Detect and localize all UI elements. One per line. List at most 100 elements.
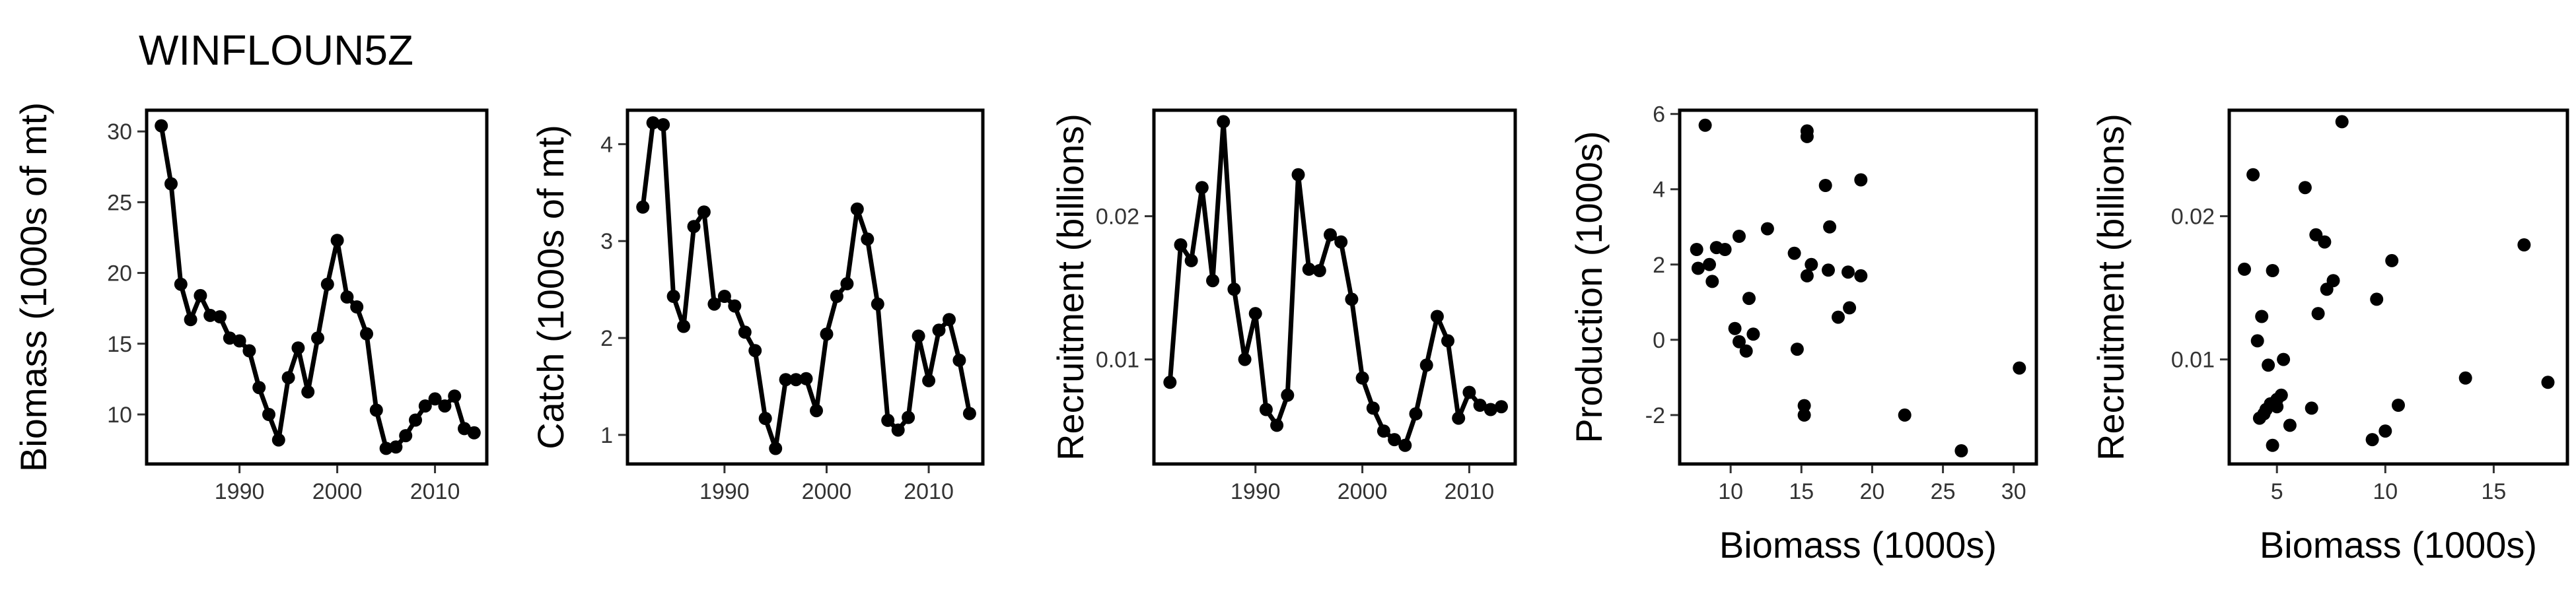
data-point	[281, 371, 295, 385]
data-point	[922, 374, 936, 387]
data-point	[389, 440, 403, 454]
x-tick-label: 10	[2373, 479, 2398, 504]
data-point	[311, 331, 324, 345]
data-point	[1800, 124, 1814, 138]
data-point	[728, 299, 742, 313]
data-point	[1270, 418, 1284, 432]
data-point	[810, 404, 823, 418]
data-point	[2385, 253, 2399, 267]
data-point	[1818, 179, 1832, 192]
data-point	[1409, 407, 1423, 420]
data-point	[1733, 335, 1746, 348]
data-point	[1698, 118, 1712, 132]
data-point	[2250, 334, 2264, 348]
x-tick-label: 2000	[1338, 479, 1388, 504]
data-point	[1377, 424, 1390, 438]
data-point	[1206, 274, 1219, 288]
data-point	[399, 429, 413, 443]
data-point	[409, 413, 422, 427]
data-point	[1484, 403, 1497, 416]
x-tick-label: 15	[2481, 479, 2506, 504]
data-point	[1797, 408, 1811, 422]
data-point	[448, 389, 462, 403]
data-point	[350, 300, 364, 314]
y-tick-label: 4	[1653, 178, 1665, 203]
data-point	[1691, 261, 1705, 275]
data-point	[1842, 265, 1855, 279]
data-point	[2541, 376, 2555, 389]
data-point	[1823, 220, 1837, 234]
data-point	[1312, 264, 1326, 277]
data-point	[1703, 257, 1716, 271]
figure-title: WINFLOUN5Z	[139, 26, 413, 74]
data-point	[2370, 292, 2384, 306]
y-tick-label: 0	[1653, 328, 1665, 353]
x-tick-label: 15	[1789, 479, 1814, 504]
plot-frame	[1678, 108, 2038, 466]
data-point	[1430, 310, 1444, 323]
y-tick-label: 6	[1653, 102, 1665, 127]
x-tick-label: 2000	[312, 479, 363, 504]
y-tick-label: 0.01	[1096, 348, 1139, 373]
data-point	[1291, 168, 1305, 182]
data-point	[1334, 235, 1348, 249]
data-point	[330, 234, 344, 248]
data-point	[769, 442, 783, 455]
data-point	[2266, 438, 2279, 452]
data-point	[657, 118, 670, 131]
data-point	[2013, 361, 2026, 375]
data-point	[677, 319, 690, 333]
data-point	[418, 399, 432, 413]
data-point	[1195, 181, 1209, 195]
data-point	[1705, 275, 1719, 288]
data-point	[758, 412, 772, 425]
data-point	[233, 334, 246, 348]
data-point	[194, 288, 207, 302]
series-line	[640, 120, 972, 451]
data-point	[1690, 243, 1703, 256]
data-point	[1954, 444, 1968, 457]
data-point	[369, 403, 383, 417]
data-point	[164, 177, 178, 191]
y-tick-label: -2	[1645, 403, 1665, 428]
y-axis-label: Biomass (1000s of mt)	[13, 102, 54, 472]
data-point	[1452, 411, 1466, 425]
data-point	[779, 373, 793, 387]
data-point	[1760, 222, 1774, 236]
plot-frame	[1152, 108, 1517, 466]
x-tick-label: 20	[1860, 479, 1885, 504]
x-tick-label: 10	[1718, 479, 1743, 504]
data-point	[2311, 307, 2325, 321]
data-point	[1843, 301, 1857, 315]
data-point	[174, 277, 188, 291]
data-point	[2379, 424, 2392, 438]
x-axis-label: Biomass (1000s)	[1719, 524, 1997, 566]
data-point	[2266, 264, 2279, 277]
data-point	[2277, 352, 2291, 366]
data-point	[1324, 228, 1337, 242]
y-axis-label: Catch (1000s of mt)	[530, 125, 571, 449]
panel-5: 5 10 15 0.01 0.02 Recruitment (billions) Bioma…	[2090, 108, 2569, 566]
x-tick-label: 2010	[904, 479, 954, 504]
data-point	[2335, 115, 2349, 129]
data-point	[748, 344, 762, 358]
data-point	[1797, 399, 1811, 412]
x-tick-label: 1990	[215, 479, 265, 504]
data-point	[738, 325, 752, 339]
y-tick-label: 0.02	[2171, 205, 2215, 230]
data-point	[1366, 401, 1380, 415]
data-point	[2305, 401, 2318, 415]
data-point	[2246, 168, 2260, 182]
data-point	[1473, 399, 1487, 412]
data-point	[1733, 230, 1746, 243]
y-tick-label: 3	[600, 229, 613, 254]
data-point	[438, 399, 452, 413]
y-tick-label: 2	[600, 326, 613, 351]
data-point	[1238, 352, 1252, 366]
data-point	[2262, 358, 2275, 372]
y-tick-label: 25	[107, 190, 132, 215]
panel-2: 1990 2000 2010 1 2 3 4 Catch (1000s of mt)	[530, 108, 985, 504]
